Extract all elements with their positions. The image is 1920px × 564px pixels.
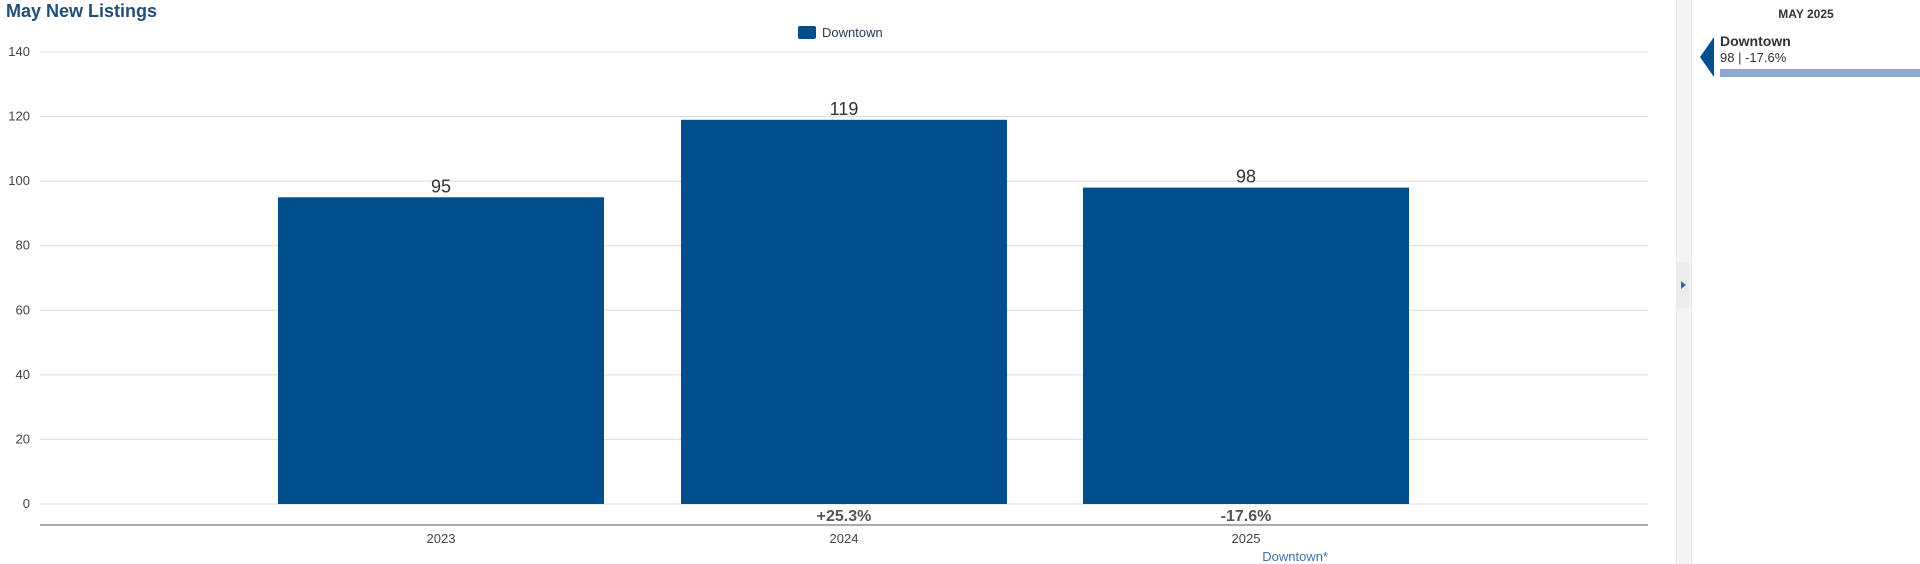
side-item-name: Downtown [1720, 33, 1791, 49]
side-panel: MAY 2025 Downtown 98 | -17.6% [1692, 0, 1920, 564]
bar [681, 119, 1007, 505]
side-item-bar-track [1720, 69, 1920, 77]
x-axis-ticks: 2023 2024 2025 [427, 531, 1261, 546]
chart-title: May New Listings [6, 1, 158, 21]
data-label: 95 [431, 176, 451, 196]
y-tick-label: 40 [16, 367, 30, 382]
y-tick-label: 80 [16, 238, 30, 253]
pointer-left-icon [1700, 37, 1714, 77]
bar [278, 197, 604, 505]
x-tick-label: 2024 [830, 531, 859, 546]
panel-toggle-button[interactable] [1677, 262, 1689, 308]
side-item-bar [1720, 69, 1920, 77]
legend-label: Downtown [822, 25, 883, 40]
data-label: 119 [830, 99, 859, 119]
x-tick-label: 2025 [1232, 531, 1261, 546]
x-tick-label: 2023 [427, 531, 456, 546]
y-tick-label: 0 [23, 496, 30, 511]
data-label: 98 [1236, 167, 1256, 187]
change-label: -17.6% [1221, 508, 1272, 525]
legend-swatch [798, 26, 816, 39]
y-tick-label: 100 [8, 173, 30, 188]
change-label: +25.3% [817, 508, 872, 525]
y-tick-label: 20 [16, 431, 30, 446]
y-axis-ticks: 0 20 40 60 80 100 120 140 [8, 44, 30, 511]
footnote-link[interactable]: Downtown* [1262, 549, 1328, 564]
y-tick-label: 60 [16, 302, 30, 317]
legend[interactable]: Downtown [798, 25, 883, 40]
chevron-right-icon [1680, 281, 1686, 289]
y-tick-label: 120 [8, 109, 30, 124]
side-item-values: 98 | -17.6% [1720, 50, 1787, 65]
y-tick-label: 140 [8, 44, 30, 59]
side-panel-item[interactable]: Downtown 98 | -17.6% [1700, 33, 1920, 83]
bar [1083, 187, 1409, 504]
bars [278, 119, 1409, 505]
side-panel-period: MAY 2025 [1778, 7, 1834, 21]
data-labels: 95 119 +25.3% 98 -17.6% [431, 99, 1271, 525]
bar-chart: 0 20 40 60 80 100 120 140 95 119 +25.3% 98 -17.6% 2… [8, 44, 1648, 546]
